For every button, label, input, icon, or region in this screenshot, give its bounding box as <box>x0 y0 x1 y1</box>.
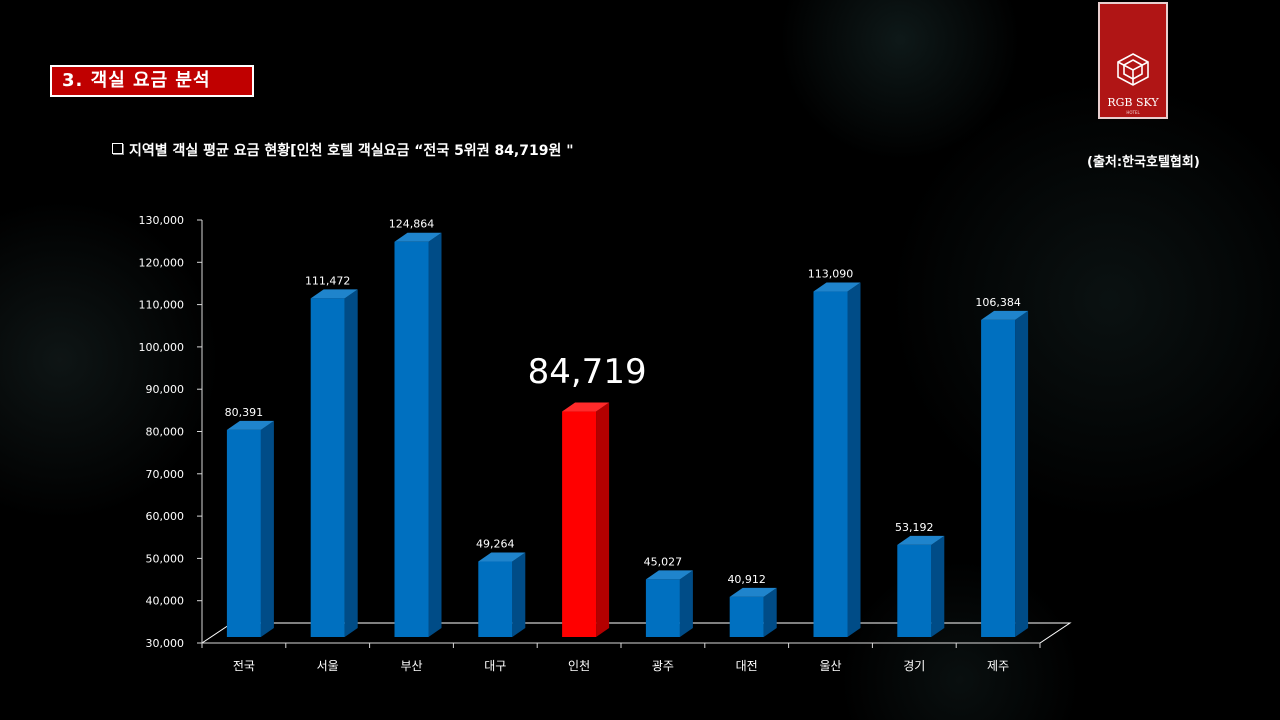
bar <box>478 552 526 637</box>
bar-front <box>645 579 680 637</box>
chart-subtitle-text: 지역별 객실 평균 요금 현황[인천 호텔 객실요금 “전국 5위권 84,71… <box>129 143 574 159</box>
y-tick-label: 30,000 <box>146 637 185 650</box>
bar-top <box>897 535 945 545</box>
y-tick-label: 80,000 <box>146 426 185 439</box>
data-label: 80,391 <box>225 406 264 419</box>
x-tick-label: 서울 <box>317 659 339 673</box>
y-tick-label: 40,000 <box>146 595 185 608</box>
x-tick-label: 경기 <box>903 659 925 673</box>
chart-subtitle: 지역별 객실 평균 요금 현황[인천 호텔 객실요금 “전국 5위권 84,71… <box>112 140 574 160</box>
x-tick-label: 대구 <box>484 659 506 673</box>
bar-front <box>478 561 513 637</box>
bar <box>813 282 861 637</box>
logo-text: RGB SKY <box>1107 96 1159 109</box>
x-tick-label: 인천 <box>568 658 590 673</box>
highlight-value-label: 84,719 <box>528 352 647 392</box>
bar-top <box>645 570 693 580</box>
source-note: (출처:한국호텔협회) <box>1087 155 1200 170</box>
x-tick-label: 전국 <box>233 659 255 673</box>
bar-top <box>478 552 526 562</box>
bar-side <box>596 402 610 637</box>
bar-front <box>897 544 932 637</box>
highlight-bar <box>562 402 610 637</box>
data-label: 124,864 <box>389 218 435 231</box>
data-label: 111,472 <box>305 274 351 287</box>
data-label: 113,090 <box>808 268 854 281</box>
bar-side <box>1015 310 1029 637</box>
data-label: 106,384 <box>975 296 1021 309</box>
bar <box>645 570 693 637</box>
y-tick-label: 70,000 <box>146 468 185 481</box>
y-tick-label: 60,000 <box>146 510 185 523</box>
bar-front <box>562 411 597 637</box>
bar-side <box>512 552 526 637</box>
bar <box>310 289 358 637</box>
bar-top <box>562 402 610 412</box>
bar-front <box>981 319 1016 637</box>
bar-top <box>729 587 777 597</box>
bar-front <box>394 241 429 637</box>
bar-front <box>729 596 764 637</box>
y-tick-label: 100,000 <box>139 341 185 354</box>
bar-side <box>344 289 358 637</box>
bar-side <box>763 587 777 637</box>
bar-side <box>847 282 861 637</box>
y-tick-label: 120,000 <box>139 256 185 269</box>
y-tick-label: 50,000 <box>146 552 185 565</box>
reference-line-group: 84,719 <box>202 352 992 398</box>
data-label: 53,192 <box>895 521 934 534</box>
checkbox-bullet-icon <box>112 143 123 154</box>
bar-side <box>260 420 274 637</box>
x-tick-label: 부산 <box>400 659 422 673</box>
bar-front <box>813 291 848 637</box>
section-title: 3. 객실 요금 분석 <box>50 65 254 97</box>
data-labels-group: 80,391 111,472 124,864 49,264 45,027 40,912 11… <box>225 218 1021 586</box>
data-label: 49,264 <box>476 538 515 551</box>
y-tick-label: 110,000 <box>139 299 185 312</box>
bar <box>897 535 945 637</box>
x-tick-label: 광주 <box>652 659 674 673</box>
data-label: 40,912 <box>727 573 766 586</box>
data-label: 45,027 <box>644 555 683 568</box>
y-axis: 30,000 40,000 50,000 60,000 70,000 80,000 90,0… <box>139 214 203 650</box>
x-axis: 전국 서울 부산 대구 인천 광주 대전 울산 경기 제주 <box>201 642 1041 673</box>
bar-front <box>310 298 345 637</box>
bar-side <box>931 535 945 637</box>
bars-group <box>226 232 1029 637</box>
bar <box>981 310 1029 637</box>
hotel-cube-logo-icon <box>1117 53 1149 86</box>
y-tick-label: 90,000 <box>146 383 185 396</box>
bar <box>729 587 777 637</box>
x-tick-label: 제주 <box>987 659 1009 673</box>
bar-front <box>226 429 261 637</box>
bar <box>394 232 442 637</box>
logo-subtext: HOTEL <box>1126 110 1140 115</box>
bar-top <box>226 420 274 430</box>
brand-logo: RGB SKY HOTEL <box>1098 2 1168 119</box>
bar-top <box>813 282 861 292</box>
x-tick-label: 대전 <box>736 659 758 673</box>
x-tick-label: 울산 <box>819 659 841 673</box>
bar-side <box>428 232 442 637</box>
y-tick-label: 130,000 <box>139 214 185 227</box>
bar-top <box>310 289 358 299</box>
bar-top <box>394 232 442 242</box>
bar-side <box>679 570 693 637</box>
bar <box>226 420 274 637</box>
bar-top <box>981 310 1029 320</box>
